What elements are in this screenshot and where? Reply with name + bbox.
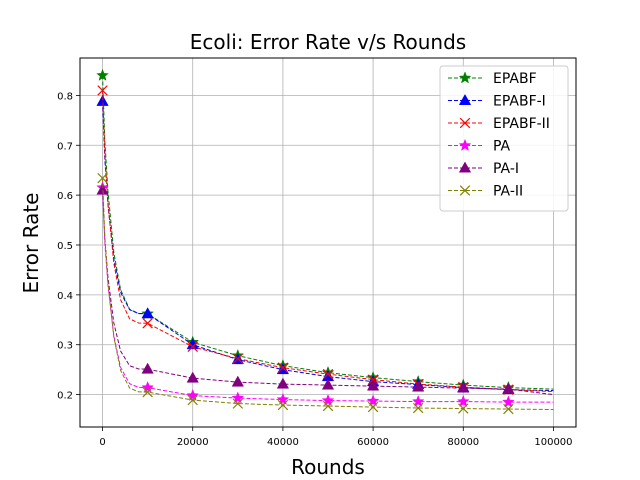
series-pa-i [96, 183, 554, 396]
legend-marker [459, 185, 471, 196]
y-tick-label: 0.3 [57, 341, 73, 352]
y-axis-label: Error Rate [19, 193, 43, 294]
legend-entry: PA-II [448, 184, 523, 200]
legend-box [439, 65, 569, 212]
legend-label: PA-II [493, 184, 523, 200]
data-point [142, 386, 153, 398]
x-tick-label: 60000 [357, 437, 389, 448]
legend-entry: EPABF [448, 71, 537, 87]
axis-ticks: 0 20000 40000 60000 80000 100000 0.2 0.3 0.4 0.5 0… [57, 91, 572, 448]
x-tick-label: 100000 [534, 437, 572, 448]
data-point [231, 391, 245, 404]
data-point [232, 353, 244, 364]
data-point [142, 318, 153, 329]
y-tick-label: 0.8 [57, 91, 73, 102]
series-pa [96, 180, 554, 408]
x-tick-label: 20000 [177, 437, 209, 448]
data-point [277, 362, 289, 373]
data-point [141, 307, 154, 319]
data-point [231, 375, 244, 387]
data-point [321, 378, 335, 390]
legend-label: EPABF-II [493, 116, 550, 132]
y-tick-label: 0.2 [57, 391, 73, 402]
data-point [412, 380, 425, 392]
data-point [366, 394, 380, 407]
data-point [458, 403, 469, 414]
data-point [141, 380, 155, 394]
legend-entry: EPABF-I [448, 94, 546, 110]
data-point [322, 400, 334, 412]
data-point [457, 381, 470, 393]
plot-border [79, 57, 577, 428]
legend-label: PA [493, 139, 511, 155]
y-tick-label: 0.5 [57, 241, 73, 252]
data-point [456, 394, 470, 407]
legend-label: PA-I [493, 161, 519, 177]
y-tick-label: 0.6 [57, 191, 73, 202]
series-epabf-ii [97, 85, 554, 395]
data-point [412, 402, 424, 414]
data-point [96, 68, 109, 81]
data-point [187, 394, 198, 406]
data-point [503, 403, 514, 415]
data-point [411, 394, 425, 407]
data-point [141, 362, 154, 374]
data-point [367, 401, 379, 413]
legend-entry: PA [448, 139, 511, 155]
x-tick-label: 80000 [447, 437, 479, 448]
data-point [501, 395, 515, 408]
series-layer [96, 68, 554, 415]
legend-entry: EPABF-II [448, 116, 550, 132]
chart-title: Ecoli: Error Rate v/s Rounds [190, 30, 466, 54]
data-point [322, 368, 334, 380]
data-point [276, 392, 290, 406]
legend-marker [459, 117, 471, 129]
data-point [186, 371, 199, 383]
legend-marker [458, 161, 472, 173]
x-tick-label: 0 [99, 437, 105, 448]
data-point [187, 341, 198, 352]
legend: EPABF EPABF-I EPABF-II PA PA-I PA-II [439, 65, 569, 212]
legend-marker [458, 138, 472, 151]
legend-marker [458, 93, 472, 105]
data-point [97, 85, 108, 96]
series-pa-ii [97, 172, 554, 415]
data-point [96, 183, 109, 195]
legend-label: EPABF-I [493, 94, 546, 110]
data-point [96, 94, 109, 106]
x-tick-label: 40000 [267, 437, 299, 448]
data-point [276, 377, 290, 389]
data-point [277, 399, 289, 411]
legend-marker [458, 71, 472, 84]
data-point [502, 382, 515, 394]
y-tick-label: 0.4 [57, 291, 73, 302]
y-tick-label: 0.7 [57, 141, 73, 152]
series-line [102, 190, 554, 396]
data-point [321, 393, 335, 407]
x-axis-label: Rounds [291, 455, 365, 479]
data-point [366, 379, 380, 391]
data-point [97, 172, 108, 184]
data-point [186, 388, 200, 402]
legend-label: EPABF [493, 71, 537, 87]
data-point [232, 398, 244, 409]
legend-entry: PA-I [448, 161, 519, 177]
